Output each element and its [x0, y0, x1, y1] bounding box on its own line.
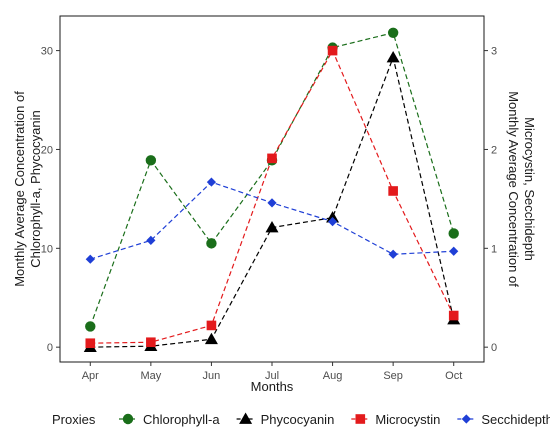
x-tick-label: Oct [445, 370, 462, 382]
legend-title: Proxies [52, 412, 96, 427]
microcystin-point [206, 320, 217, 331]
secchidepth-point [146, 235, 156, 246]
secchidepth-line [90, 181, 454, 260]
legend-phycocyanin-marker [239, 412, 253, 424]
x-tick-label: Apr [82, 370, 99, 382]
phycocyanin-point [386, 51, 400, 63]
right-y-axis-title-line-2: Microcystin, Secchidepth [522, 117, 537, 261]
chlorophyll-a-point [145, 155, 157, 166]
left-y-axis-title-line-2: Chlorophyll-a, Phycocyanin [28, 110, 43, 268]
x-tick-label: Sep [383, 370, 403, 382]
left-y-tick-label: 0 [47, 342, 53, 354]
chlorophyll-a-point [387, 27, 399, 39]
legend: Proxies Chlorophyll-a Phycocyanin Microcys… [52, 412, 550, 427]
secchidepth-point [206, 177, 217, 187]
chlorophyll-a-point [85, 321, 96, 332]
microcystin-point [146, 337, 156, 348]
secchidepth-point [388, 249, 398, 259]
left-y-tick-label: 30 [41, 46, 53, 58]
x-tick-label: Jul [265, 370, 279, 382]
secchidepth-point [85, 254, 95, 264]
secchidepth-point [267, 198, 277, 208]
x-tick-label: Aug [323, 370, 343, 382]
chlorophyll-a-line [89, 32, 455, 327]
phycocyanin-point [265, 221, 279, 233]
chlorophyll-a-point [206, 238, 217, 249]
chlorophyll-a-point [448, 228, 459, 239]
left-y-tick-label: 10 [41, 243, 53, 255]
legend-chlorophyll-a-marker [122, 413, 134, 425]
legend-chlorophyll-a-label: Chlorophyll-a [143, 412, 220, 427]
x-tick-label: Jun [203, 370, 221, 382]
microcystin-point [448, 310, 459, 321]
phycocyanin-point [326, 211, 340, 223]
x-axis-title: Months [251, 379, 294, 394]
left-y-axis-title-line-1: Monthly Average Concentration of [12, 91, 27, 287]
phycocyanin-point [204, 332, 218, 345]
right-y-tick-label: 3 [491, 46, 497, 58]
right-y-tick-label: 1 [491, 243, 497, 255]
legend-microcystin-label: Microcystin [375, 412, 440, 427]
legend-secchidepth-label: Secchidepth [481, 412, 550, 427]
legend-secchidepth-marker [461, 414, 471, 424]
right-y-axis-title-line-1: Monthly Average Concentration of [506, 91, 521, 287]
left-y-tick-label: 20 [41, 144, 53, 156]
microcystin-point [388, 186, 398, 196]
legend-phycocyanin-label: Phycocyanin [261, 412, 335, 427]
microcystin-point [267, 153, 277, 164]
microcystin-point [85, 338, 96, 349]
right-y-tick-label: 0 [491, 342, 497, 354]
right-y-tick-label: 2 [491, 144, 497, 156]
microcystin-point [327, 45, 338, 56]
microcystin-line [90, 49, 455, 344]
plot-panel-border [59, 15, 485, 363]
legend-microcystin-marker [355, 414, 366, 424]
secchidepth-point [327, 217, 338, 227]
x-tick-label: May [140, 370, 161, 382]
secchidepth-point [449, 246, 459, 256]
